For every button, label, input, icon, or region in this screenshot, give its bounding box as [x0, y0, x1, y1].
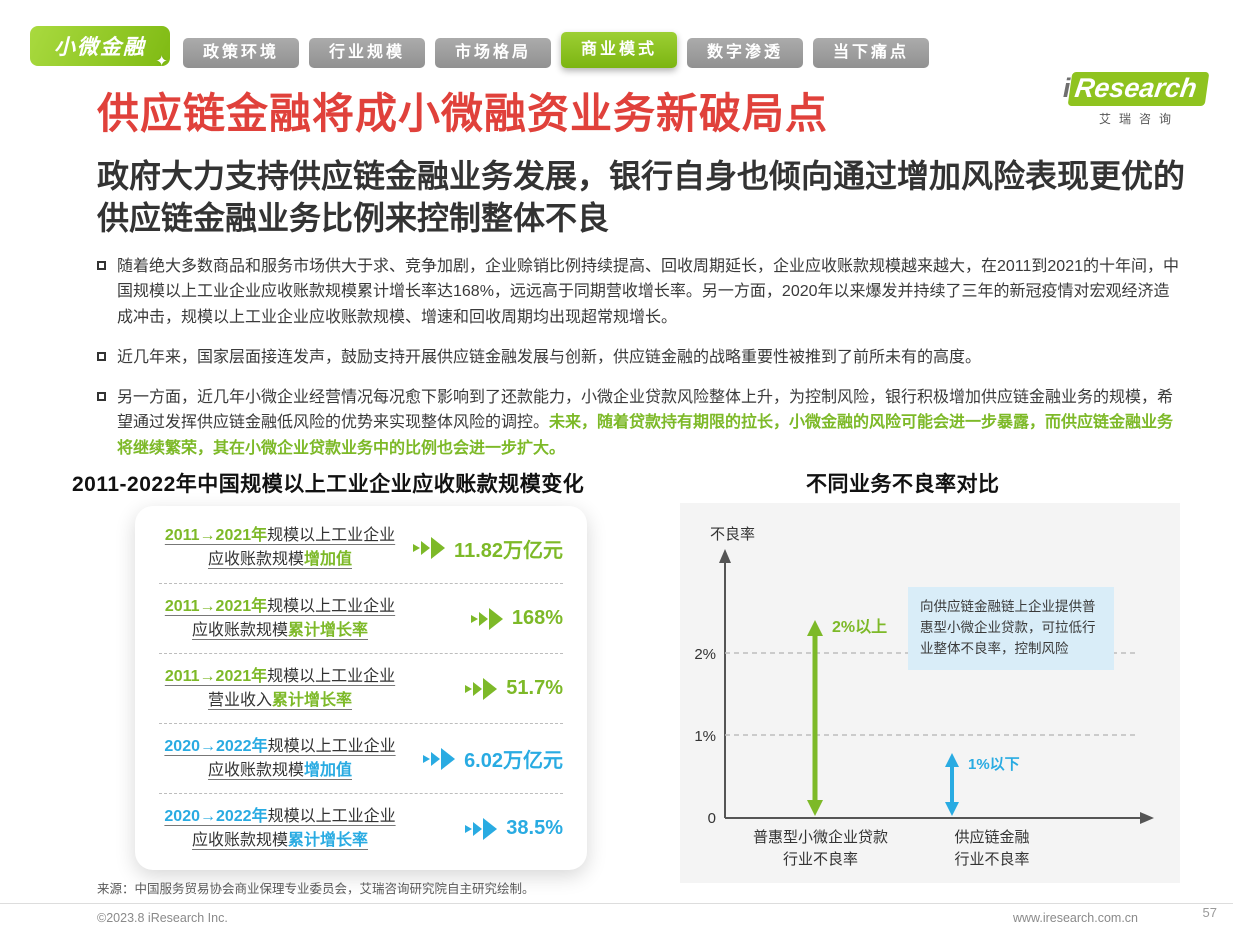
left-chart-title: 2011-2022年中国规模以上工业企业应收账款规模变化 — [72, 473, 585, 496]
tab-policy-environment[interactable]: 政策环境 — [183, 38, 299, 68]
x-category-supply-chain-finance: 供应链金融 行业不良率 — [954, 829, 1030, 868]
table-row: 2011→2021年规模以上工业企业 应收账款规模累计增长率 168% — [159, 583, 563, 653]
iresearch-logo-wordmark: i Research — [1063, 72, 1210, 106]
table-row: 2011→2021年规模以上工业企业 营业收入累计增长率 51.7% — [159, 653, 563, 723]
stat-value: 11.82万亿元 — [454, 539, 563, 562]
row-value: 6.02万亿元 — [423, 744, 563, 773]
table-row: 2011→2021年规模以上工业企业 应收账款规模增加值 11.82万亿元 — [159, 513, 563, 583]
stat-value: 6.02万亿元 — [464, 750, 563, 772]
bullet-item: 近几年来，国家层面接连发声，鼓励支持开展供应链金融发展与创新，供应链金融的战略重… — [97, 345, 1183, 370]
receivables-stats-card: 2011→2021年规模以上工业企业 应收账款规模增加值 11.82万亿元 20… — [135, 506, 587, 870]
square-bullet-icon — [97, 351, 106, 361]
right-chart-title: 不同业务不良率对比 — [806, 473, 1000, 496]
row-label: 2020→2022年规模以上工业企业 应收账款规模增加值 — [164, 737, 396, 779]
tab-current-pain-points[interactable]: 当下痛点 — [813, 38, 929, 68]
tab-market-landscape[interactable]: 市场格局 — [435, 38, 551, 68]
bullet-item: 另一方面，近几年小微企业经营情况每况愈下影响到了还款能力，小微企业贷款风险整体上… — [97, 385, 1183, 461]
y-tick-0: 0 — [708, 810, 716, 827]
iresearch-logo-chinese: 艾瑞咨询 — [1098, 112, 1179, 126]
y-axis-label: 不良率 — [710, 526, 756, 543]
table-row: 2020→2022年规模以上工业企业 应收账款规模增加值 6.02万亿元 — [159, 723, 563, 793]
row-label: 2011→2021年规模以上工业企业 应收账款规模累计增长率 — [164, 597, 396, 639]
triple-chevron-arrow-icon — [465, 817, 498, 840]
iresearch-logo: i Research 艾瑞咨询 — [1063, 72, 1210, 127]
blue-double-arrow — [945, 753, 959, 816]
footer-divider — [0, 903, 1233, 904]
square-bullet-icon — [97, 392, 106, 402]
stat-value: 168% — [511, 607, 563, 629]
row-label: 2011→2021年规模以上工业企业 营业收入累计增长率 — [164, 667, 396, 709]
tab-business-model[interactable]: 商业模式 — [561, 32, 677, 68]
row-label: 2011→2021年规模以上工业企业 应收账款规模增加值 — [164, 527, 396, 568]
stat-value: 51.7% — [506, 677, 563, 699]
y-tick-2pct: 2% — [694, 646, 716, 663]
triple-chevron-arrow-icon — [470, 607, 503, 630]
row-label: 2020→2022年规模以上工业企业 应收账款规模累计增长率 — [164, 807, 396, 849]
row-value: 168% — [470, 607, 563, 630]
annotation-box: 向供应链金融链上企业提供普惠型小微企业贷款，可拉低行业整体不良率，控制风险 — [908, 587, 1114, 670]
copyright: ©2023.8 iResearch Inc. — [97, 911, 228, 925]
bullet-item: 随着绝大多数商品和服务市场供大于求、竞争加剧，企业赊销比例持续提高、回收周期延长… — [97, 254, 1183, 330]
series-badge: 小微金融 ✦ — [30, 26, 170, 70]
tab-digital-penetration[interactable]: 数字渗透 — [687, 38, 803, 68]
page-number: 57 — [1202, 905, 1217, 920]
row-value: 38.5% — [465, 817, 563, 840]
row-value: 51.7% — [465, 677, 563, 700]
chart-axes: 2% 1% 0 — [694, 549, 1154, 827]
y-tick-1pct: 1% — [694, 728, 716, 745]
triple-chevron-arrow-icon — [423, 747, 456, 770]
bullet-text: 近几年来，国家层面接连发声，鼓励支持开展供应链金融发展与创新，供应链金融的战略重… — [117, 348, 982, 366]
table-row: 2020→2022年规模以上工业企业 应收账款规模累计增长率 38.5% — [159, 793, 563, 863]
row-value: 11.82万亿元 — [413, 534, 563, 563]
square-bullet-icon — [97, 261, 106, 270]
npl-comparison-chart: 不良率 2% 1% 0 — [680, 503, 1180, 883]
green-arrow-value-label: 2%以上 — [832, 619, 888, 636]
sparkle-icon: ✦ — [155, 53, 170, 70]
website-url: www.iresearch.com.cn — [1012, 911, 1138, 925]
blue-arrow-value-label: 1%以下 — [968, 756, 1020, 773]
triple-chevron-arrow-icon — [413, 537, 446, 559]
triple-chevron-arrow-icon — [465, 677, 498, 700]
page-subtitle: 政府大力支持供应链金融业务发展，银行自身也倾向通过增加风险表现更优的供应链金融业… — [97, 158, 1186, 236]
bullet-text: 随着绝大多数商品和服务市场供大于求、竞争加剧，企业赊销比例持续提高、回收周期延长… — [117, 258, 1180, 326]
page-title: 供应链金融将成小微融资业务新破局点 — [97, 90, 829, 137]
key-points: 随着绝大多数商品和服务市场供大于求、竞争加剧，企业赊销比例持续提高、回收周期延长… — [97, 254, 1183, 476]
x-category-inclusive-sme-loans: 普惠型小微企业贷款 行业不良率 — [752, 829, 888, 868]
stat-value: 38.5% — [506, 817, 563, 839]
series-badge-label: 小微金融 — [54, 36, 146, 59]
green-double-arrow — [807, 620, 823, 816]
tab-industry-scale[interactable]: 行业规模 — [309, 38, 425, 68]
chapter-tabs: 政策环境 行业规模 市场格局 商业模式 数字渗透 当下痛点 — [183, 32, 929, 68]
bullet-text: 另一方面，近几年小微企业经营情况每况愈下影响到了还款能力，小微企业贷款风险整体上… — [117, 389, 1174, 457]
source-note: 来源：中国服务贸易协会商业保理专业委员会，艾瑞咨询研究院自主研究绘制。 — [97, 882, 535, 896]
